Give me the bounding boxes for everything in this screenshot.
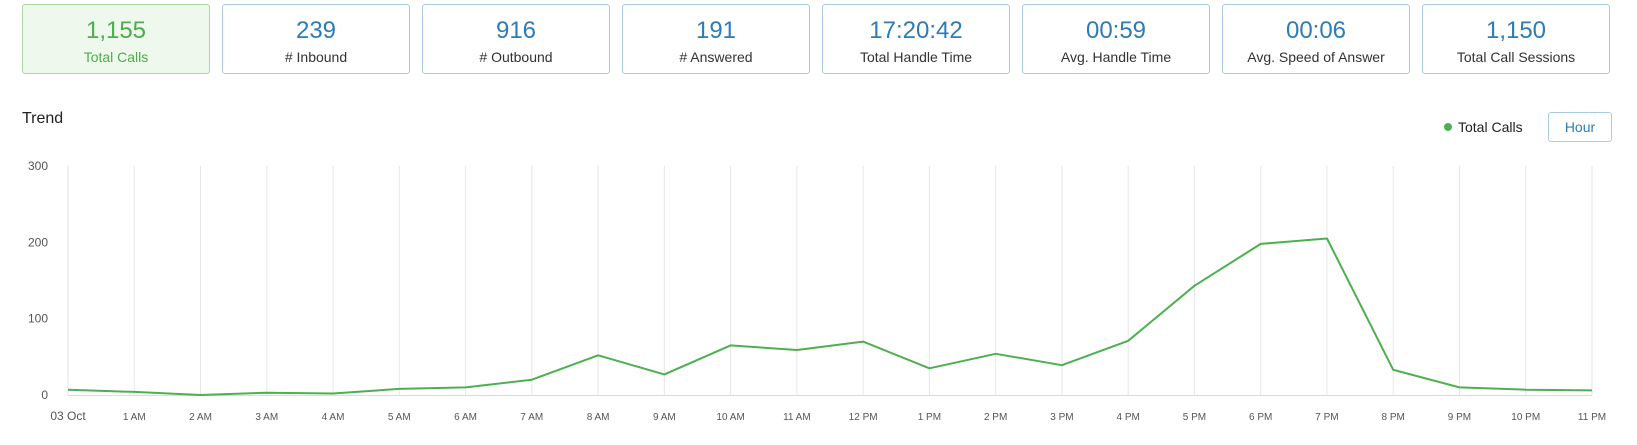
x-tick-label: 6 AM [454,412,477,423]
stat-label: # Answered [679,49,753,65]
trend-chart: 0 100 200 300 03 Oct 1 AM 2 AM 3 AM 4 AM 5 AM 6 AM… [28,159,1606,423]
stat-value: 239 [295,17,337,44]
y-tick-label: 200 [28,235,48,249]
stat-card-inbound[interactable]: 239 # Inbound [222,4,410,74]
legend-dot-icon [1444,123,1452,131]
y-tick-label: 300 [28,159,48,173]
stat-card-answered[interactable]: 191 # Answered [622,4,810,74]
stat-card-total-calls[interactable]: 1,155 Total Calls [22,4,210,74]
x-tick-label: 9 AM [653,412,676,423]
stat-card-total-handle-time[interactable]: 17:20:42 Total Handle Time [822,4,1010,74]
x-tick-label: 8 AM [587,412,610,423]
x-tick-label: 11 PM [1578,412,1606,423]
stat-value: 00:06 [1285,17,1347,44]
x-tick-label: 11 AM [783,412,811,423]
series-line [67,237,1593,396]
chart-legend[interactable]: Total Calls [1444,119,1523,135]
stat-label: # Inbound [284,49,348,65]
y-tick-label: 100 [28,312,48,326]
x-tick-label: 6 PM [1249,412,1272,423]
stat-label: Total Calls [83,49,149,65]
x-tick-label: 5 PM [1183,412,1206,423]
x-tick-label: 03 Oct [50,409,86,423]
stat-card-outbound[interactable]: 916 # Outbound [422,4,610,74]
x-tick-label: 1 PM [918,412,941,423]
x-tick-label: 3 PM [1050,412,1073,423]
stat-value: 1,150 [1485,17,1547,44]
stat-label: Total Call Sessions [1456,49,1576,65]
y-tick-label: 0 [41,388,48,402]
stat-value: 17:20:42 [869,17,963,44]
legend-label: Total Calls [1458,119,1523,135]
granularity-hour-button[interactable]: Hour [1548,112,1612,142]
x-tick-label: 7 PM [1315,412,1338,423]
x-tick-label: 12 PM [849,412,878,423]
x-tick-label: 5 AM [388,412,411,423]
stat-value: 1,155 [85,17,147,44]
x-tick-label: 2 AM [189,412,212,423]
stat-value: 916 [495,17,537,44]
x-tick-label: 3 AM [255,412,278,423]
stat-label: Total Handle Time [859,49,973,65]
x-tick-label: 10 PM [1511,412,1540,423]
stat-label: Avg. Handle Time [1060,49,1172,65]
stat-value: 00:59 [1085,17,1147,44]
stat-card-avg-handle-time[interactable]: 00:59 Avg. Handle Time [1022,4,1210,74]
x-tick-label: 7 AM [520,412,543,423]
x-tick-label: 4 AM [322,412,345,423]
stat-card-avg-speed-of-answer[interactable]: 00:06 Avg. Speed of Answer [1222,4,1410,74]
stat-label: # Outbound [479,49,553,65]
x-tick-label: 8 PM [1382,412,1405,423]
x-tick-label: 10 AM [716,412,744,423]
x-tick-label: 2 PM [984,412,1007,423]
stat-label: Avg. Speed of Answer [1247,49,1385,65]
x-tick-label: 1 AM [123,412,146,423]
x-tick-label: 9 PM [1448,412,1471,423]
trend-title: Trend [22,110,64,127]
stat-value: 191 [695,17,737,44]
stat-card-total-call-sessions[interactable]: 1,150 Total Call Sessions [1422,4,1610,74]
x-tick-label: 4 PM [1117,412,1140,423]
